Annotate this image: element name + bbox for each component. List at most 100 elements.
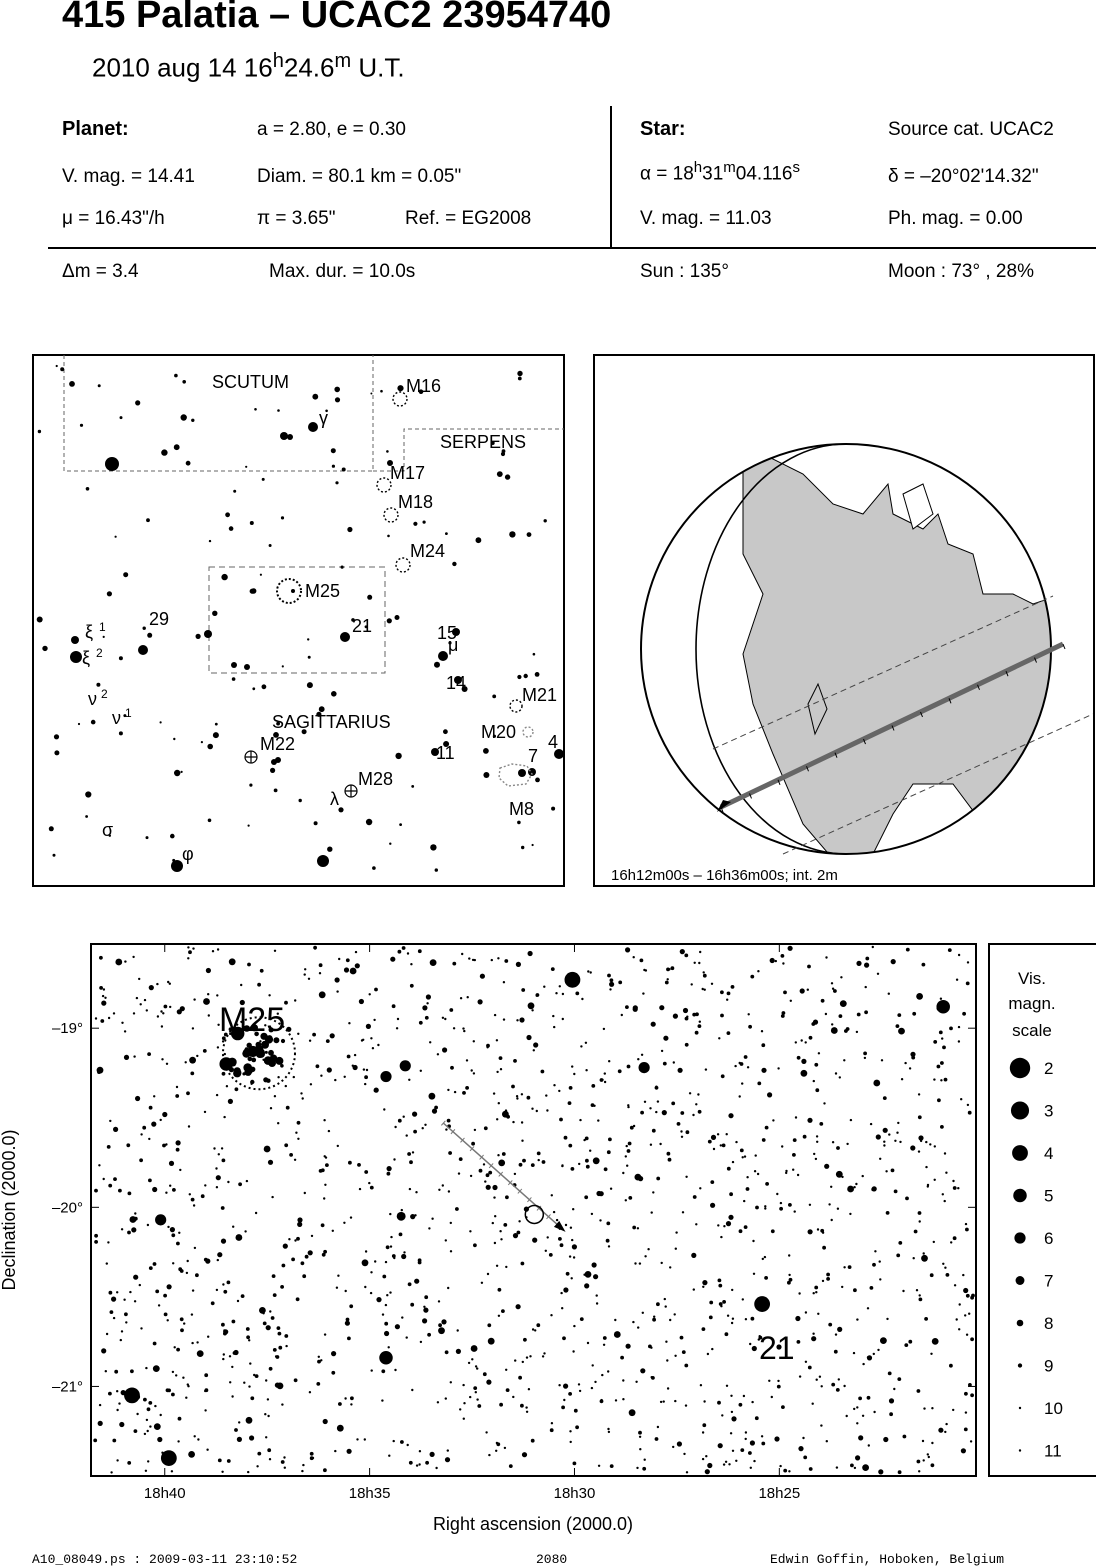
field-star [966,961,970,964]
field-star [871,1187,876,1192]
field-star [249,1362,252,1365]
field-star [669,1318,672,1322]
field-star [563,1383,569,1389]
field-star [744,1318,748,1321]
field-star [155,1289,160,1294]
finder-star [338,807,344,813]
field-star [265,1436,268,1439]
field-star [677,1067,683,1073]
field-star [425,994,431,1000]
field-star [334,1449,337,1453]
field-star [504,1109,508,1112]
finder-star [335,481,339,485]
field-star [535,994,538,997]
field-star [897,1013,902,1017]
field-star [271,1274,276,1278]
field-star [710,1202,716,1208]
bright-star [936,999,950,1014]
field-star [281,1263,286,1268]
field-star [749,1342,752,1346]
field-star [720,990,724,995]
field-star [930,1463,935,1468]
field-star [768,1379,771,1382]
finder-star [509,531,516,538]
field-star [764,1276,768,1280]
field-star [571,1244,578,1250]
finder-star [448,641,452,645]
field-star [132,1012,136,1015]
earth-globe-panel: 16h12m00s – 16h36m00s; int. 2m [593,354,1095,887]
field-star [397,949,402,954]
field-star [424,1295,429,1300]
field-star [472,1040,475,1043]
field-star [830,1185,833,1188]
field-star [831,1141,835,1144]
field-star [474,1365,478,1368]
field-star [376,1297,382,1303]
field-star [918,1470,921,1473]
field-star [345,958,350,963]
field-star [731,1317,735,1320]
field-star [603,1080,607,1084]
field-star [301,1469,304,1473]
field-star [945,1273,950,1277]
field-star [652,1317,656,1322]
field-star [295,1297,300,1302]
field-star [904,1343,909,1347]
finder-star [212,610,218,616]
field-star [558,1237,562,1241]
finder-star [364,625,368,629]
cluster-star [261,1040,269,1049]
field-star [338,1402,342,1406]
field-star [878,1260,881,1263]
field-star [444,1239,447,1242]
field-star [751,1345,757,1352]
field-star [248,1339,251,1342]
field-star [152,1186,158,1193]
field-star [159,1118,162,1122]
field-star [833,1349,838,1354]
field-star [703,1400,706,1403]
field-star [217,1023,220,1026]
field-star [344,1289,347,1293]
field-star [748,1451,752,1455]
finder-frame [32,354,565,887]
field-star [572,1461,577,1466]
field-star [431,1108,438,1114]
finder-star [483,748,489,754]
field-star [594,1380,597,1384]
field-star [457,1172,461,1175]
field-star [101,994,105,998]
field-star [501,1309,505,1313]
field-star [622,1379,625,1382]
detail-field-box [208,566,386,674]
field-star [358,998,364,1005]
footer-author: Edwin Goffin, Hoboken, Belgium [770,1552,1005,1567]
field-star [213,1147,216,1150]
label-phi: φ [182,844,194,864]
field-star [730,1394,733,1397]
field-star [145,1009,148,1012]
field-star [175,1147,180,1152]
track-tick [863,738,866,745]
field-star [284,1143,289,1148]
serpens-boundary [373,428,564,472]
field-star [552,1014,555,1018]
field-star [495,1039,499,1042]
field-star [963,1287,969,1294]
field-star [499,1402,503,1407]
field-star [789,999,792,1002]
field-star [497,1102,500,1105]
finder-star [231,677,236,681]
cluster-star [264,1050,268,1054]
field-star [629,1125,634,1130]
field-star [573,1072,576,1076]
field-star [746,1066,750,1069]
field-star [511,1084,515,1089]
field-star [632,1005,638,1011]
field-star [957,1025,961,1029]
field-star [603,1072,606,1075]
field-star [344,1397,347,1400]
field-star [370,1037,373,1040]
field-star [718,1037,721,1040]
